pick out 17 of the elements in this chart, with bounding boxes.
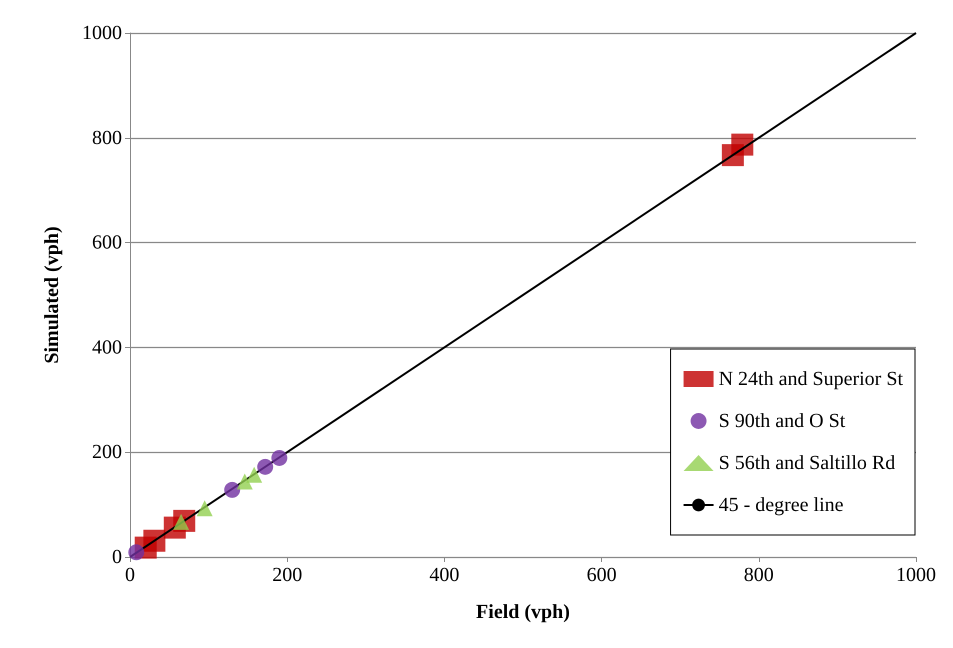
legend-label: S 90th and O St [718,410,846,432]
x-tick-label: 200 [272,564,302,586]
legend-label: 45 - degree line [718,494,844,516]
x-tick-label: 1000 [896,564,936,586]
legend-label: S 56th and Saltillo Rd [718,452,896,474]
x-tick-label: 800 [744,564,774,586]
x-tick-label: 400 [429,564,460,586]
y-tick-label: 600 [92,232,122,254]
x-tick-label: 600 [586,564,617,586]
y-tick-label: 0 [112,546,122,568]
y-axis-title: Simulated (vph) [41,226,63,364]
legend-label: N 24th and Superior St [718,368,904,390]
y-tick-label: 1000 [82,22,122,44]
y-tick-label: 800 [92,126,122,149]
x-axis-title: Field (vph) [476,601,570,623]
y-tick-label: 400 [92,336,122,358]
y-tick-label: 200 [92,441,122,464]
